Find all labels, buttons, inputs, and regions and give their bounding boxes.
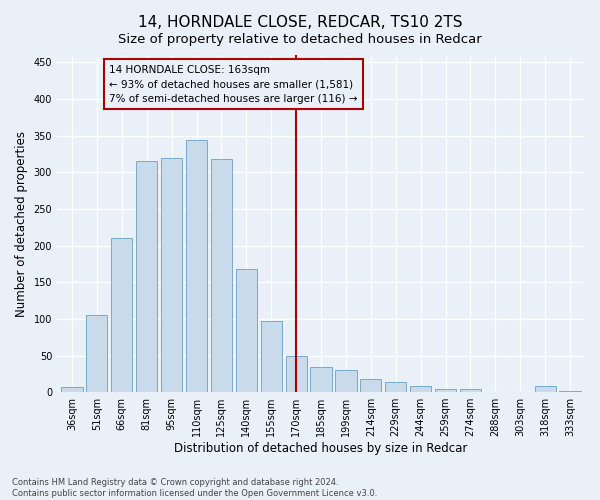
- Bar: [385, 382, 406, 392]
- Bar: [435, 390, 456, 392]
- Bar: [236, 269, 257, 392]
- Text: 14, HORNDALE CLOSE, REDCAR, TS10 2TS: 14, HORNDALE CLOSE, REDCAR, TS10 2TS: [138, 15, 462, 30]
- Bar: [111, 238, 133, 392]
- Y-axis label: Number of detached properties: Number of detached properties: [15, 130, 28, 316]
- Bar: [186, 140, 207, 392]
- Bar: [161, 158, 182, 392]
- Bar: [360, 379, 382, 392]
- Bar: [260, 321, 282, 392]
- Bar: [86, 315, 107, 392]
- Bar: [559, 390, 581, 392]
- Bar: [211, 159, 232, 392]
- Bar: [335, 370, 356, 392]
- Bar: [61, 387, 83, 392]
- Bar: [460, 390, 481, 392]
- Bar: [136, 162, 157, 392]
- Bar: [286, 356, 307, 392]
- X-axis label: Distribution of detached houses by size in Redcar: Distribution of detached houses by size …: [175, 442, 468, 455]
- Bar: [410, 386, 431, 392]
- Text: 14 HORNDALE CLOSE: 163sqm
← 93% of detached houses are smaller (1,581)
7% of sem: 14 HORNDALE CLOSE: 163sqm ← 93% of detac…: [109, 64, 358, 104]
- Text: Size of property relative to detached houses in Redcar: Size of property relative to detached ho…: [118, 32, 482, 46]
- Text: Contains HM Land Registry data © Crown copyright and database right 2024.
Contai: Contains HM Land Registry data © Crown c…: [12, 478, 377, 498]
- Bar: [310, 366, 332, 392]
- Bar: [535, 386, 556, 392]
